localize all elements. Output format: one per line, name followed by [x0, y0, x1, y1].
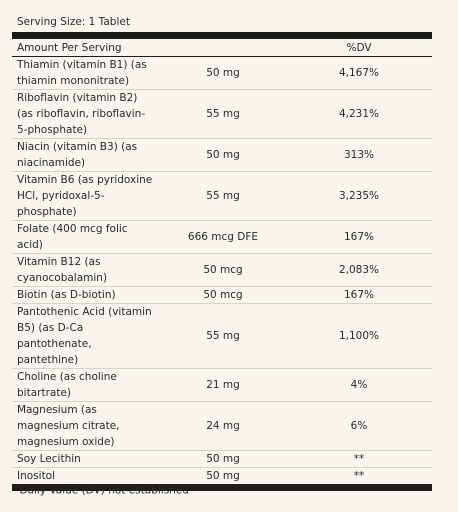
cell-dv: 4,167%: [286, 56, 433, 90]
serving-size: Serving Size: 1 Tablet: [17, 16, 130, 28]
nutrient-row: Choline (as choline bitartrate) 21 mg 4%: [12, 368, 433, 402]
cell-name: Magnesium (as magnesium citrate, magnesi…: [12, 401, 160, 451]
nutrient-row: Soy Lecithin 50 mg **: [12, 450, 433, 468]
cell-name: Soy Lecithin: [12, 450, 160, 468]
nutrient-row: Inositol 50 mg **: [12, 468, 432, 485]
cell-amt: 666 mcg DFE: [160, 220, 287, 254]
cell-name: Folate (400 mcg folic acid): [12, 220, 160, 254]
cell-name: Vitamin B6 (as pyridoxine HCl, pyridoxal…: [12, 171, 160, 221]
cell-amt: 55 mg: [160, 89, 287, 139]
top-bar: [12, 32, 432, 39]
cell-amt: 50 mcg: [160, 253, 287, 287]
nutrient-row: Niacin (vitamin B3) (as niacinamide) 50 m…: [12, 138, 433, 172]
cell-amt: 55 mg: [160, 303, 287, 369]
cell-dv: 3,235%: [286, 171, 433, 221]
nutrient-row: Folate (400 mcg folic acid) 666 mcg DFE 16…: [12, 220, 433, 254]
nutrient-row: Thiamin (vitamin B1) (as thiamin mononit…: [12, 56, 433, 90]
facts-panel: Amount Per Serving %DV Thiamin (vitamin …: [12, 32, 433, 491]
cell-name: Riboflavin (vitamin B2) (as riboflavin, …: [12, 89, 160, 139]
cell-dv: **: [353, 470, 365, 482]
cell-amt: 50 mg: [160, 56, 287, 90]
facts-table: Amount Per Serving %DV Thiamin (vitamin …: [12, 39, 433, 485]
cell-dv: 167%: [286, 286, 433, 304]
nutrient-row: Vitamin B6 (as pyridoxine HCl, pyridoxal…: [12, 171, 433, 221]
cell-dv: 4,231%: [286, 89, 433, 139]
nutrient-row: Riboflavin (vitamin B2) (as riboflavin, …: [12, 89, 433, 139]
cell-amt: 50 mg: [160, 450, 287, 468]
cell-name: Thiamin (vitamin B1) (as thiamin mononit…: [12, 56, 160, 90]
cell-amt: 21 mg: [160, 368, 287, 402]
cell-name: Inositol: [17, 470, 56, 482]
nutrient-row: Magnesium (as magnesium citrate, magnesi…: [12, 401, 433, 451]
header-dv: %DV: [286, 39, 433, 57]
cell-dv: 1,100%: [286, 303, 433, 369]
nutrient-row: Biotin (as D-biotin) 50 mcg 167%: [12, 286, 433, 304]
cell-dv: 167%: [286, 220, 433, 254]
nutrient-row: Vitamin B12 (as cyanocobalamin) 50 mcg 2,0…: [12, 253, 433, 287]
cell-amt: 24 mg: [160, 401, 287, 451]
cell-amt: 55 mg: [160, 171, 287, 221]
cell-amt: 50 mcg: [160, 286, 287, 304]
header-amount: Amount Per Serving: [12, 39, 287, 57]
cell-name: Vitamin B12 (as cyanocobalamin): [12, 253, 160, 287]
footnote-mark: *: [16, 483, 20, 491]
cell-amt: 50 mg: [160, 138, 287, 172]
cell-dv: **: [286, 450, 433, 468]
cell-name: Biotin (as D-biotin): [12, 286, 160, 304]
cell-dv: 313%: [286, 138, 433, 172]
nutrient-row: Pantothenic Acid (vitamin B5) (as D-Ca p…: [12, 303, 433, 369]
cell-dv: 2,083%: [286, 253, 433, 287]
rows: Thiamin (vitamin B1) (as thiamin mononit…: [12, 56, 433, 485]
cell-dv: 4%: [286, 368, 433, 402]
cell-dv: 6%: [286, 401, 433, 451]
footnote: *Daily Value (DV) not established: [16, 483, 189, 497]
footnote-text: Daily Value (DV) not established: [19, 484, 189, 497]
cell-name: Niacin (vitamin B3) (as niacinamide): [12, 138, 160, 172]
header-row: Amount Per Serving %DV: [12, 39, 433, 57]
bottom-bar: [12, 484, 432, 491]
cell-name: Choline (as choline bitartrate): [12, 368, 160, 402]
cell-amt: 50 mg: [206, 470, 240, 482]
cell-name: Pantothenic Acid (vitamin B5) (as D-Ca p…: [12, 303, 160, 369]
